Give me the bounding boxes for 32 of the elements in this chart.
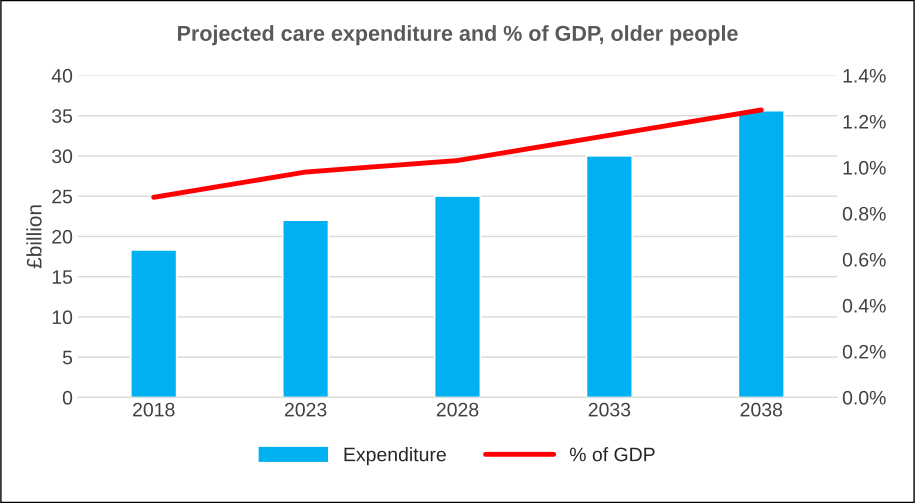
y-tick-label: 5 bbox=[62, 350, 72, 364]
legend-label: Expenditure bbox=[344, 447, 446, 466]
x-tick-label: 2023 bbox=[284, 402, 326, 417]
y-tick-label: 30 bbox=[52, 149, 72, 164]
x-tick-label: 2038 bbox=[740, 402, 782, 417]
y2-tick-label: 0.8% bbox=[842, 206, 886, 221]
x-tick-label: 2033 bbox=[588, 402, 630, 417]
y2-tick-label: 0.6% bbox=[842, 252, 886, 267]
y2-tick-label: 0.2% bbox=[842, 344, 886, 359]
y2-tick-label: 0.4% bbox=[842, 298, 886, 313]
line-series bbox=[151, 108, 764, 200]
y2-tick-label: 1.0% bbox=[844, 160, 886, 175]
y-tick-label: 35 bbox=[52, 109, 72, 123]
x-tick-label: 2028 bbox=[436, 402, 478, 417]
y-tick-label: 20 bbox=[52, 230, 72, 244]
bar bbox=[282, 220, 330, 398]
x-tick-label: 2018 bbox=[133, 402, 175, 417]
y-tick-label: 25 bbox=[52, 190, 72, 204]
y-tick-label: 0 bbox=[62, 390, 72, 405]
y-axis-title: £billion bbox=[26, 205, 42, 268]
y2-tick-label: 1.4% bbox=[844, 69, 886, 83]
y-tick-label: 40 bbox=[52, 68, 72, 83]
y2-tick-label: 1.2% bbox=[844, 114, 886, 129]
legend-label: % of GDP bbox=[570, 447, 655, 462]
bar bbox=[130, 249, 178, 398]
y2-tick-label: 0.0% bbox=[842, 390, 886, 405]
bar bbox=[738, 110, 785, 398]
y-tick-label: 15 bbox=[52, 270, 72, 284]
bar bbox=[586, 155, 633, 398]
y-tick-label: 10 bbox=[52, 310, 72, 324]
bar bbox=[434, 195, 481, 398]
chart-title: Projected care expenditure and % of GDP, older people bbox=[178, 25, 738, 46]
